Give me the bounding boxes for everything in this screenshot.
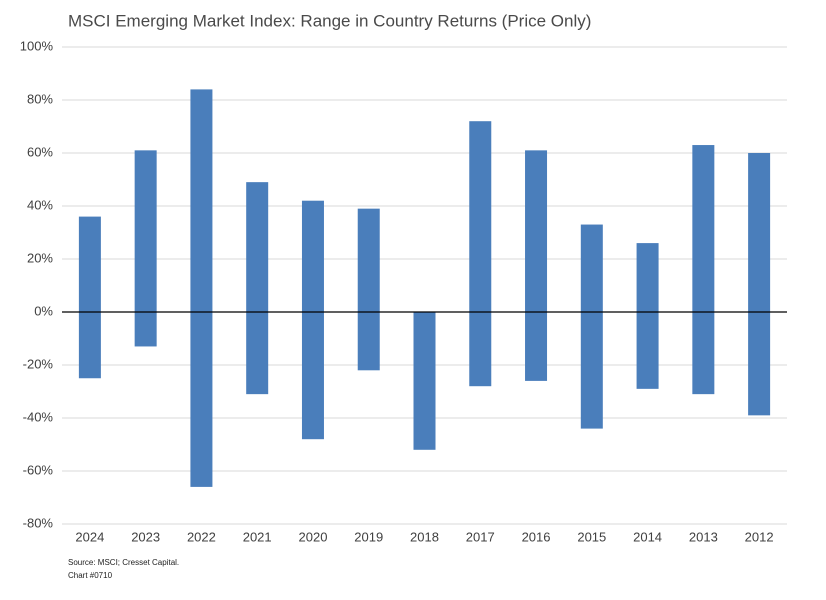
- bar: [301, 200, 324, 440]
- y-tick-label: 60%: [27, 144, 53, 159]
- x-tick-label: 2020: [299, 529, 328, 544]
- source-note: Source: MSCI; Cresset Capital.: [68, 558, 179, 567]
- y-tick-label: -40%: [23, 409, 54, 424]
- x-tick-label: 2023: [131, 529, 160, 544]
- y-tick-label: -80%: [23, 515, 54, 530]
- y-tick-label: -20%: [23, 356, 54, 371]
- x-tick-label: 2024: [75, 529, 104, 544]
- bar: [525, 150, 548, 381]
- bar: [134, 150, 157, 347]
- y-tick-label: 20%: [27, 250, 53, 265]
- bar: [580, 224, 603, 429]
- bar: [469, 121, 492, 387]
- x-tick-label: 2017: [466, 529, 495, 544]
- bar: [748, 153, 771, 416]
- y-tick-label: 0%: [34, 303, 53, 318]
- y-tick-label: 80%: [27, 91, 53, 106]
- x-tick-label: 2019: [354, 529, 383, 544]
- bar: [413, 312, 436, 450]
- y-tick-label: 40%: [27, 197, 53, 212]
- bar: [78, 216, 101, 379]
- x-tick-label: 2013: [689, 529, 718, 544]
- chart-title: MSCI Emerging Market Index: Range in Cou…: [68, 11, 591, 30]
- x-tick-label: 2012: [745, 529, 774, 544]
- bar: [636, 243, 659, 389]
- chart-number: Chart #0710: [68, 571, 113, 580]
- x-tick-label: 2022: [187, 529, 216, 544]
- bar: [190, 89, 213, 487]
- bar: [246, 182, 269, 395]
- bar: [357, 208, 380, 371]
- x-tick-label: 2016: [522, 529, 551, 544]
- y-tick-label: -60%: [23, 462, 54, 477]
- x-tick-label: 2021: [243, 529, 272, 544]
- bar: [692, 145, 715, 395]
- y-tick-label: 100%: [20, 38, 54, 53]
- x-tick-label: 2014: [633, 529, 662, 544]
- x-tick-label: 2018: [410, 529, 439, 544]
- x-tick-label: 2015: [577, 529, 606, 544]
